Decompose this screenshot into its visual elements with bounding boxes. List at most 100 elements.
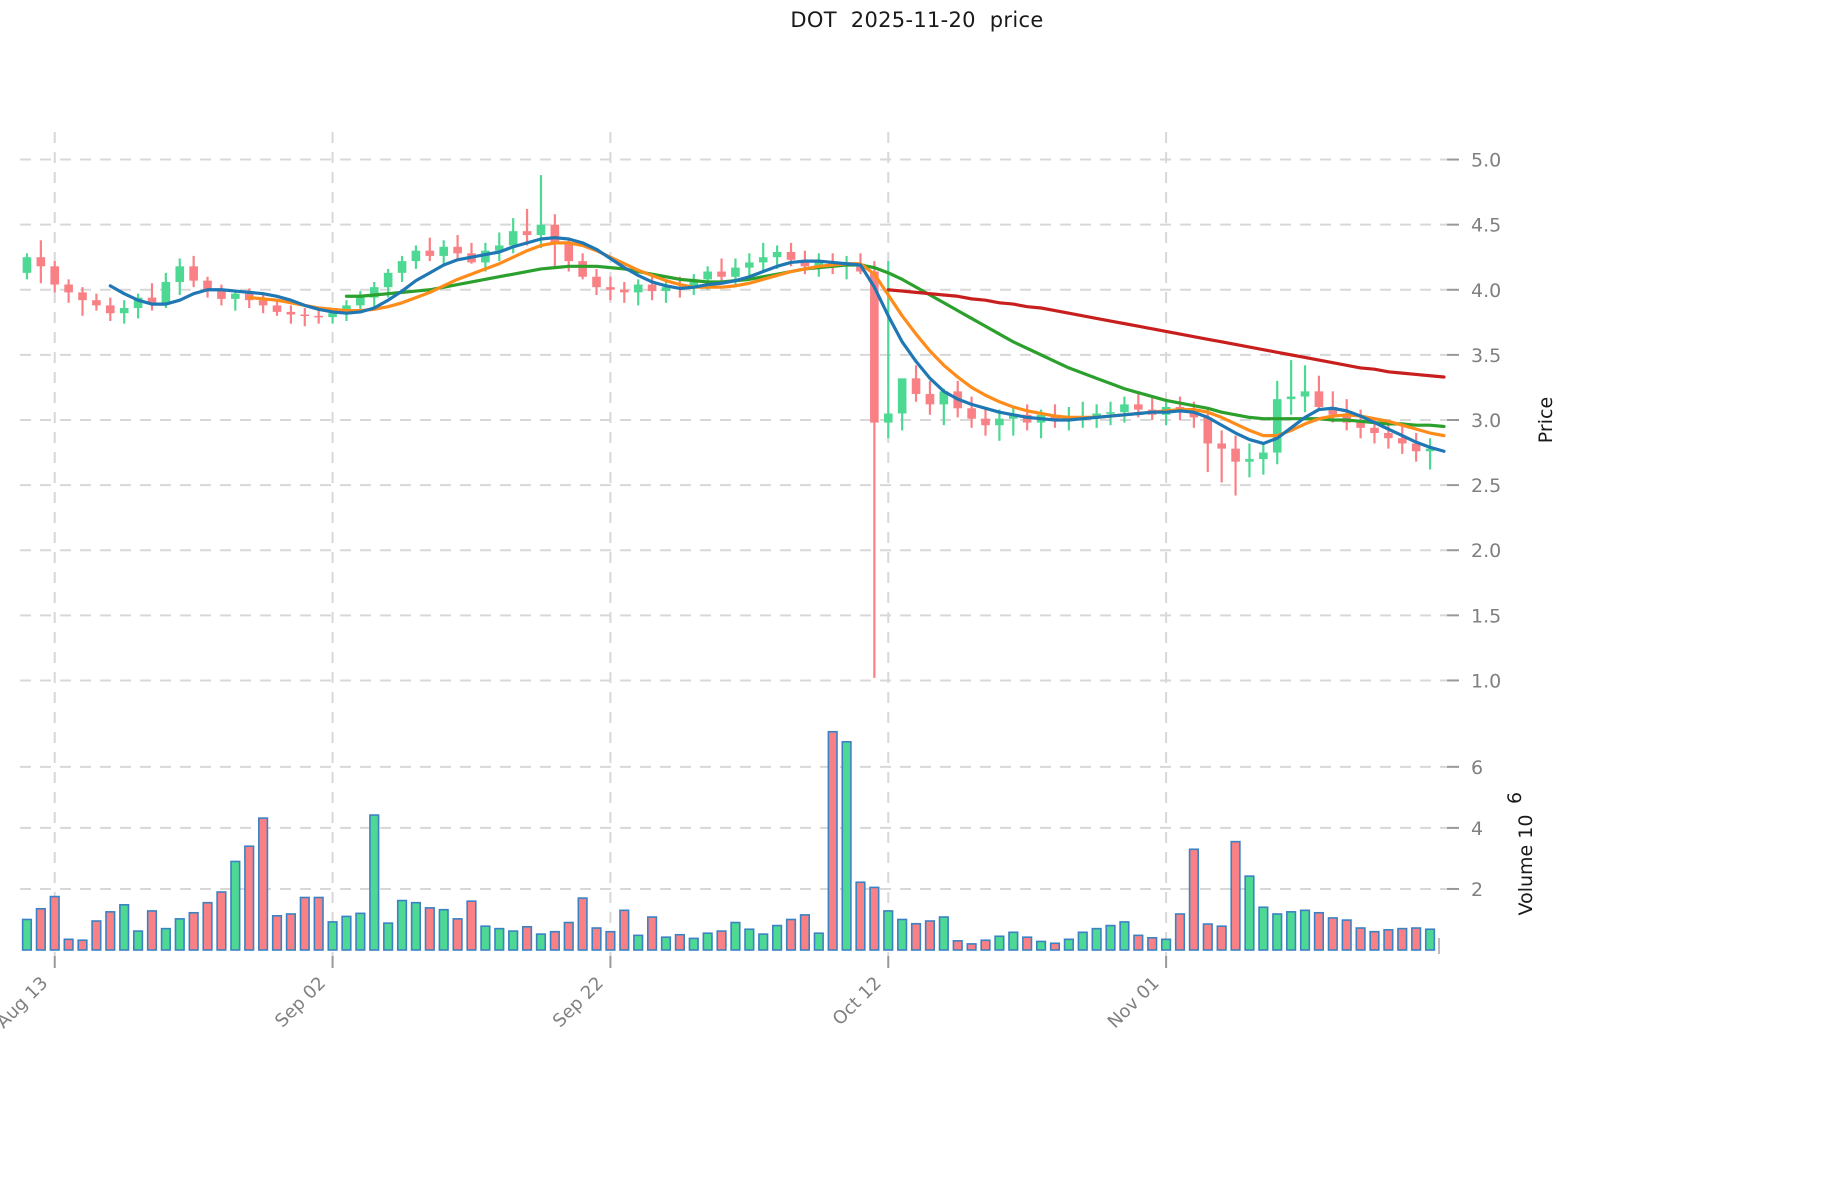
volume-bar: [688, 937, 699, 951]
volume-bar: [883, 910, 894, 951]
x-tick-label: Sep 22: [549, 973, 608, 1032]
volume-bar: [188, 911, 199, 951]
price-tick-label: 4.0: [1471, 280, 1501, 302]
volume-bar: [841, 741, 852, 951]
candle-body: [939, 391, 949, 405]
volume-bar: [730, 921, 741, 951]
ma-fast-line: [108, 236, 1446, 453]
volume-bar: [1049, 942, 1061, 951]
volume-bar: [758, 933, 769, 951]
volume-bar: [660, 936, 672, 951]
candle-body: [231, 293, 240, 299]
candle-body: [78, 292, 87, 301]
ma-long-line: [886, 288, 1446, 379]
candle-body: [1328, 406, 1338, 415]
candle-body: [911, 378, 921, 394]
candle-body: [1231, 448, 1240, 462]
volume-bar: [827, 730, 838, 951]
volume-bar: [994, 935, 1005, 951]
volume-bar: [785, 918, 797, 951]
candle-body: [92, 300, 101, 306]
candle-body: [161, 281, 171, 303]
candle-body: [36, 257, 46, 267]
volume-bar: [869, 886, 880, 951]
volume-bar: [910, 922, 922, 951]
volume-bar: [619, 909, 630, 951]
volume-bar: [146, 910, 158, 951]
candle-body: [772, 252, 782, 258]
volume-bar: [396, 899, 408, 951]
volume-bar: [1424, 928, 1436, 951]
candle-body: [300, 314, 310, 317]
candle-body: [647, 284, 657, 292]
volume-bar: [591, 927, 602, 951]
candle-body: [550, 224, 560, 245]
volume-bar: [799, 914, 811, 951]
volume-bar: [521, 925, 533, 951]
volume-bar: [1063, 938, 1074, 951]
candle-body: [203, 280, 212, 292]
volume-bar: [674, 933, 685, 951]
volume-bar: [1160, 938, 1172, 951]
candle-body: [967, 408, 976, 419]
moving-average-lines: [108, 236, 1446, 453]
volume-bar: [132, 930, 144, 951]
price-tick-label: 1.0: [1471, 670, 1501, 692]
volume-bar: [77, 939, 88, 951]
volume-bar: [1355, 927, 1366, 951]
volume-bar: [494, 927, 505, 951]
volume-bar: [21, 918, 33, 951]
candle-body: [494, 245, 504, 251]
price-tick-label: 3.5: [1471, 345, 1501, 367]
price-axis-title: Price: [1535, 397, 1557, 443]
volume-bar: [1397, 927, 1408, 951]
volume-bar: [1022, 936, 1033, 951]
volume-bar: [1411, 927, 1422, 951]
volume-bar: [1313, 911, 1325, 951]
volume-bar: [355, 912, 366, 951]
candle-body: [383, 272, 393, 288]
candle-body: [1259, 452, 1268, 460]
volume-bar: [1244, 875, 1255, 951]
candle-body: [453, 246, 462, 254]
candle-body: [314, 315, 323, 318]
candle-body: [731, 267, 740, 277]
candle-body: [119, 308, 129, 314]
candle-body: [1300, 391, 1310, 397]
candle-body: [439, 246, 449, 256]
candle-body: [286, 311, 296, 315]
volume-bar: [452, 918, 463, 951]
candle-body: [717, 271, 726, 277]
candle-body: [258, 300, 268, 306]
x-tick-label: Sep 02: [271, 973, 330, 1032]
price-tick-label: 1.5: [1471, 605, 1501, 627]
candle-body: [1008, 414, 1018, 419]
volume-bar: [813, 932, 824, 951]
volume-bar: [285, 913, 297, 951]
volume-bar: [1258, 906, 1269, 951]
candle-body: [1106, 412, 1115, 414]
volume-bar: [341, 915, 352, 951]
volume-bar: [160, 927, 171, 951]
volume-axis-title: Volume 10: [1515, 815, 1537, 916]
candle-body: [508, 231, 518, 246]
volume-bar: [744, 928, 755, 951]
volume-bar: [1077, 931, 1088, 951]
price-tick-label: 2.0: [1471, 540, 1501, 562]
candle-body: [592, 276, 601, 288]
volume-tick-label: 2: [1471, 879, 1483, 901]
volume-bar: [1119, 921, 1130, 951]
candle-body: [897, 378, 907, 414]
volume-bar: [480, 925, 491, 951]
volume-bar: [772, 924, 783, 951]
candle-body: [703, 271, 712, 280]
volume-bar: [383, 922, 394, 951]
volume-bar: [271, 915, 283, 951]
volume-bar: [49, 895, 60, 951]
candle-body: [536, 224, 546, 236]
candle-body: [328, 313, 337, 318]
candle-body: [661, 287, 671, 292]
grid-lines: [20, 132, 1447, 956]
candle-body: [1134, 404, 1143, 410]
volume-bar: [966, 943, 977, 951]
